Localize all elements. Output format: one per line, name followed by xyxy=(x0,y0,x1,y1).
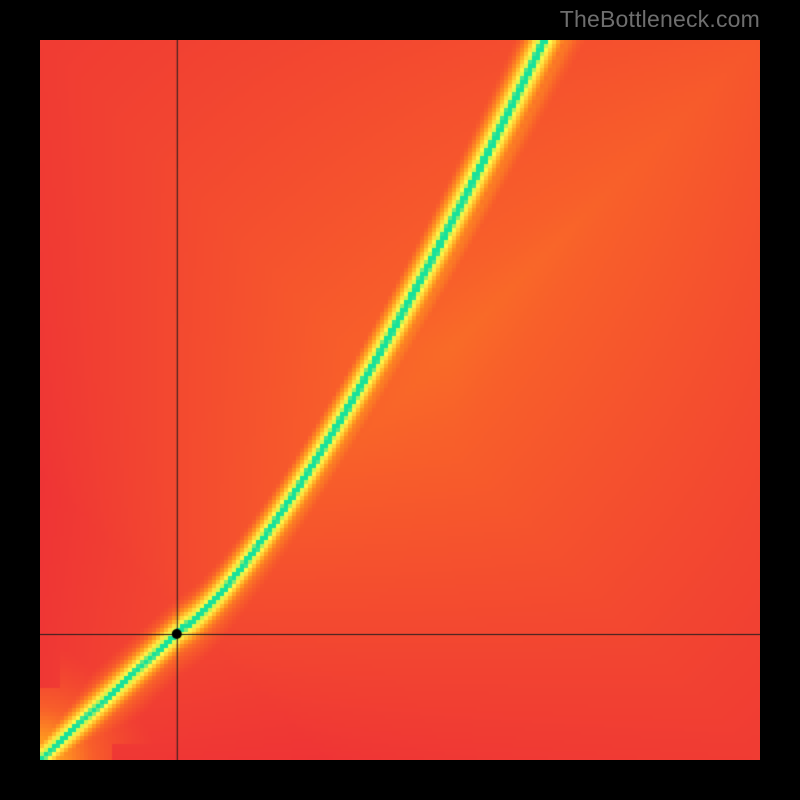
bottleneck-heatmap xyxy=(40,40,760,760)
watermark-text: TheBottleneck.com xyxy=(560,6,760,33)
